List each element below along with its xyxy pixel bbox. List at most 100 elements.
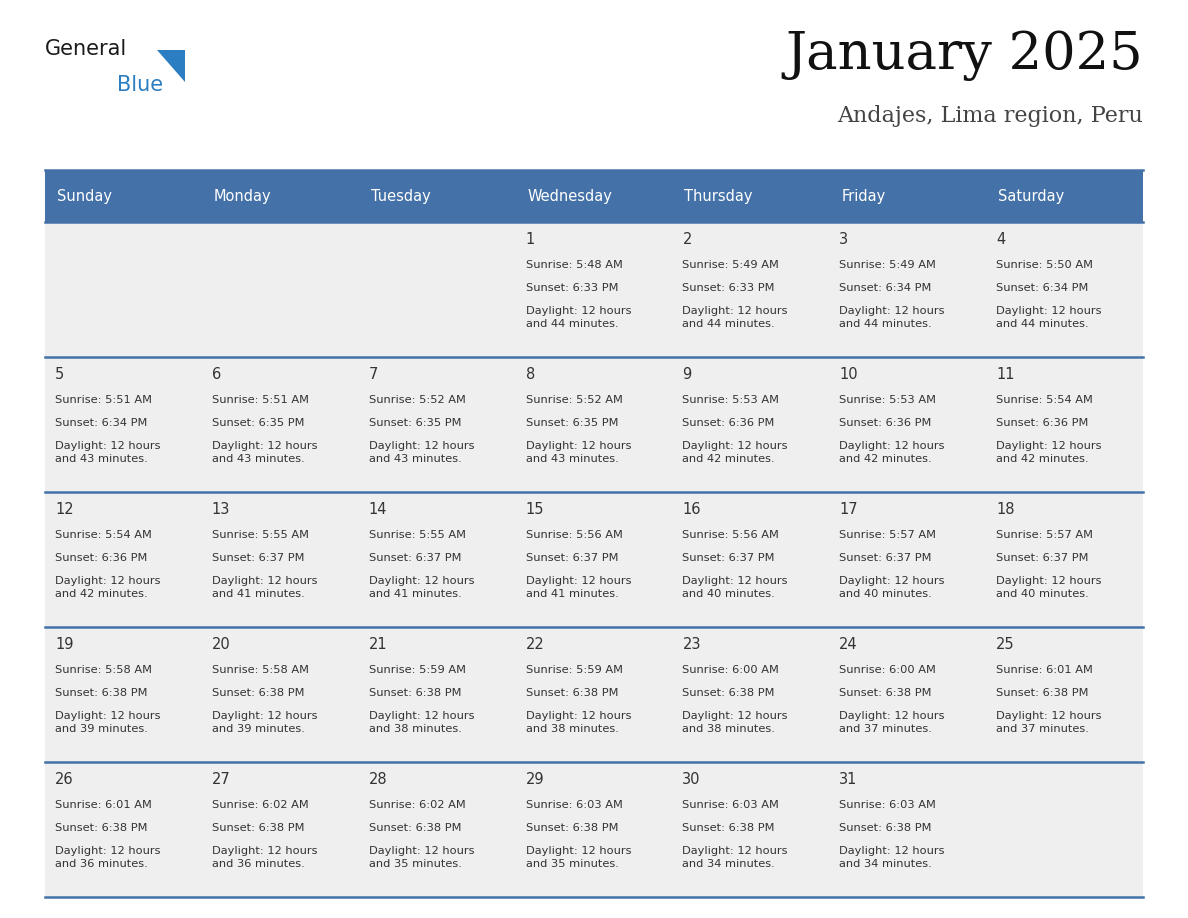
FancyBboxPatch shape [986, 762, 1143, 897]
Text: 27: 27 [211, 772, 230, 787]
Text: Daylight: 12 hours
and 37 minutes.: Daylight: 12 hours and 37 minutes. [839, 711, 944, 733]
Text: Sunset: 6:33 PM: Sunset: 6:33 PM [682, 283, 775, 293]
Text: Daylight: 12 hours
and 39 minutes.: Daylight: 12 hours and 39 minutes. [211, 711, 317, 733]
Text: Daylight: 12 hours
and 43 minutes.: Daylight: 12 hours and 43 minutes. [368, 441, 474, 464]
Text: Saturday: Saturday [998, 188, 1064, 204]
FancyBboxPatch shape [359, 222, 516, 357]
Text: 18: 18 [997, 502, 1015, 517]
FancyBboxPatch shape [45, 222, 202, 357]
Text: 29: 29 [525, 772, 544, 787]
Text: 7: 7 [368, 367, 378, 382]
Text: 31: 31 [839, 772, 858, 787]
Text: Sunrise: 6:02 AM: Sunrise: 6:02 AM [211, 800, 309, 810]
Text: 17: 17 [839, 502, 858, 517]
FancyBboxPatch shape [202, 762, 359, 897]
Text: Daylight: 12 hours
and 38 minutes.: Daylight: 12 hours and 38 minutes. [525, 711, 631, 733]
Text: Daylight: 12 hours
and 44 minutes.: Daylight: 12 hours and 44 minutes. [682, 306, 788, 329]
Text: Friday: Friday [841, 188, 885, 204]
Text: Daylight: 12 hours
and 43 minutes.: Daylight: 12 hours and 43 minutes. [211, 441, 317, 464]
Text: Sunrise: 5:51 AM: Sunrise: 5:51 AM [55, 395, 152, 405]
FancyBboxPatch shape [45, 762, 202, 897]
Text: Daylight: 12 hours
and 38 minutes.: Daylight: 12 hours and 38 minutes. [682, 711, 788, 733]
Text: Daylight: 12 hours
and 43 minutes.: Daylight: 12 hours and 43 minutes. [525, 441, 631, 464]
Text: Sunrise: 5:53 AM: Sunrise: 5:53 AM [839, 395, 936, 405]
Text: 30: 30 [682, 772, 701, 787]
Text: 16: 16 [682, 502, 701, 517]
FancyBboxPatch shape [986, 357, 1143, 492]
FancyBboxPatch shape [516, 357, 672, 492]
FancyBboxPatch shape [986, 222, 1143, 357]
Text: Sunrise: 5:52 AM: Sunrise: 5:52 AM [368, 395, 466, 405]
Text: Daylight: 12 hours
and 34 minutes.: Daylight: 12 hours and 34 minutes. [682, 846, 788, 868]
Text: Sunset: 6:38 PM: Sunset: 6:38 PM [839, 688, 931, 698]
Text: Sunrise: 5:57 AM: Sunrise: 5:57 AM [997, 530, 1093, 540]
FancyBboxPatch shape [672, 170, 829, 222]
Text: Sunset: 6:37 PM: Sunset: 6:37 PM [682, 553, 775, 563]
Text: Sunset: 6:34 PM: Sunset: 6:34 PM [997, 283, 1088, 293]
FancyBboxPatch shape [672, 357, 829, 492]
Text: Daylight: 12 hours
and 42 minutes.: Daylight: 12 hours and 42 minutes. [997, 441, 1101, 464]
Text: 26: 26 [55, 772, 74, 787]
Text: Daylight: 12 hours
and 41 minutes.: Daylight: 12 hours and 41 minutes. [368, 576, 474, 599]
Text: Daylight: 12 hours
and 40 minutes.: Daylight: 12 hours and 40 minutes. [997, 576, 1101, 599]
Text: Sunset: 6:38 PM: Sunset: 6:38 PM [211, 823, 304, 833]
Text: Daylight: 12 hours
and 36 minutes.: Daylight: 12 hours and 36 minutes. [211, 846, 317, 868]
Text: Sunrise: 5:49 AM: Sunrise: 5:49 AM [682, 260, 779, 270]
Text: 24: 24 [839, 637, 858, 652]
Text: Sunset: 6:38 PM: Sunset: 6:38 PM [682, 823, 775, 833]
Text: 11: 11 [997, 367, 1015, 382]
Text: Daylight: 12 hours
and 41 minutes.: Daylight: 12 hours and 41 minutes. [211, 576, 317, 599]
Text: Thursday: Thursday [684, 188, 753, 204]
FancyBboxPatch shape [359, 170, 516, 222]
Text: Sunset: 6:37 PM: Sunset: 6:37 PM [839, 553, 931, 563]
Text: Sunset: 6:38 PM: Sunset: 6:38 PM [55, 823, 147, 833]
Text: Blue: Blue [116, 75, 163, 95]
Text: Sunrise: 5:54 AM: Sunrise: 5:54 AM [55, 530, 152, 540]
Text: Sunrise: 6:01 AM: Sunrise: 6:01 AM [997, 665, 1093, 675]
Text: Daylight: 12 hours
and 36 minutes.: Daylight: 12 hours and 36 minutes. [55, 846, 160, 868]
FancyBboxPatch shape [829, 492, 986, 627]
FancyBboxPatch shape [829, 762, 986, 897]
Text: Sunrise: 5:53 AM: Sunrise: 5:53 AM [682, 395, 779, 405]
Text: Wednesday: Wednesday [527, 188, 613, 204]
Text: Sunrise: 6:03 AM: Sunrise: 6:03 AM [682, 800, 779, 810]
Text: 20: 20 [211, 637, 230, 652]
FancyBboxPatch shape [829, 357, 986, 492]
FancyBboxPatch shape [672, 627, 829, 762]
Text: Sunrise: 5:59 AM: Sunrise: 5:59 AM [368, 665, 466, 675]
Text: 5: 5 [55, 367, 64, 382]
FancyBboxPatch shape [202, 357, 359, 492]
Text: Sunset: 6:36 PM: Sunset: 6:36 PM [55, 553, 147, 563]
Text: Sunset: 6:38 PM: Sunset: 6:38 PM [525, 688, 618, 698]
Text: Sunrise: 5:56 AM: Sunrise: 5:56 AM [525, 530, 623, 540]
Text: Sunrise: 6:00 AM: Sunrise: 6:00 AM [682, 665, 779, 675]
Text: Daylight: 12 hours
and 38 minutes.: Daylight: 12 hours and 38 minutes. [368, 711, 474, 733]
Text: Sunrise: 6:01 AM: Sunrise: 6:01 AM [55, 800, 152, 810]
Text: 22: 22 [525, 637, 544, 652]
FancyBboxPatch shape [516, 222, 672, 357]
Polygon shape [157, 50, 185, 82]
Text: Sunrise: 5:51 AM: Sunrise: 5:51 AM [211, 395, 309, 405]
FancyBboxPatch shape [829, 627, 986, 762]
Text: Sunrise: 5:50 AM: Sunrise: 5:50 AM [997, 260, 1093, 270]
Text: Sunset: 6:37 PM: Sunset: 6:37 PM [997, 553, 1088, 563]
Text: January 2025: January 2025 [785, 30, 1143, 81]
Text: Sunrise: 6:02 AM: Sunrise: 6:02 AM [368, 800, 466, 810]
FancyBboxPatch shape [45, 627, 202, 762]
Text: Sunrise: 5:48 AM: Sunrise: 5:48 AM [525, 260, 623, 270]
Text: Sunset: 6:35 PM: Sunset: 6:35 PM [368, 418, 461, 428]
FancyBboxPatch shape [516, 170, 672, 222]
Text: Daylight: 12 hours
and 43 minutes.: Daylight: 12 hours and 43 minutes. [55, 441, 160, 464]
Text: Daylight: 12 hours
and 37 minutes.: Daylight: 12 hours and 37 minutes. [997, 711, 1101, 733]
Text: 1: 1 [525, 232, 535, 247]
Text: 2: 2 [682, 232, 691, 247]
Text: General: General [45, 39, 127, 59]
Text: 23: 23 [682, 637, 701, 652]
Text: 19: 19 [55, 637, 74, 652]
Text: Sunset: 6:36 PM: Sunset: 6:36 PM [997, 418, 1088, 428]
Text: Sunrise: 5:52 AM: Sunrise: 5:52 AM [525, 395, 623, 405]
Text: Sunrise: 6:03 AM: Sunrise: 6:03 AM [525, 800, 623, 810]
Text: Tuesday: Tuesday [371, 188, 430, 204]
Text: Sunset: 6:38 PM: Sunset: 6:38 PM [368, 823, 461, 833]
FancyBboxPatch shape [986, 492, 1143, 627]
